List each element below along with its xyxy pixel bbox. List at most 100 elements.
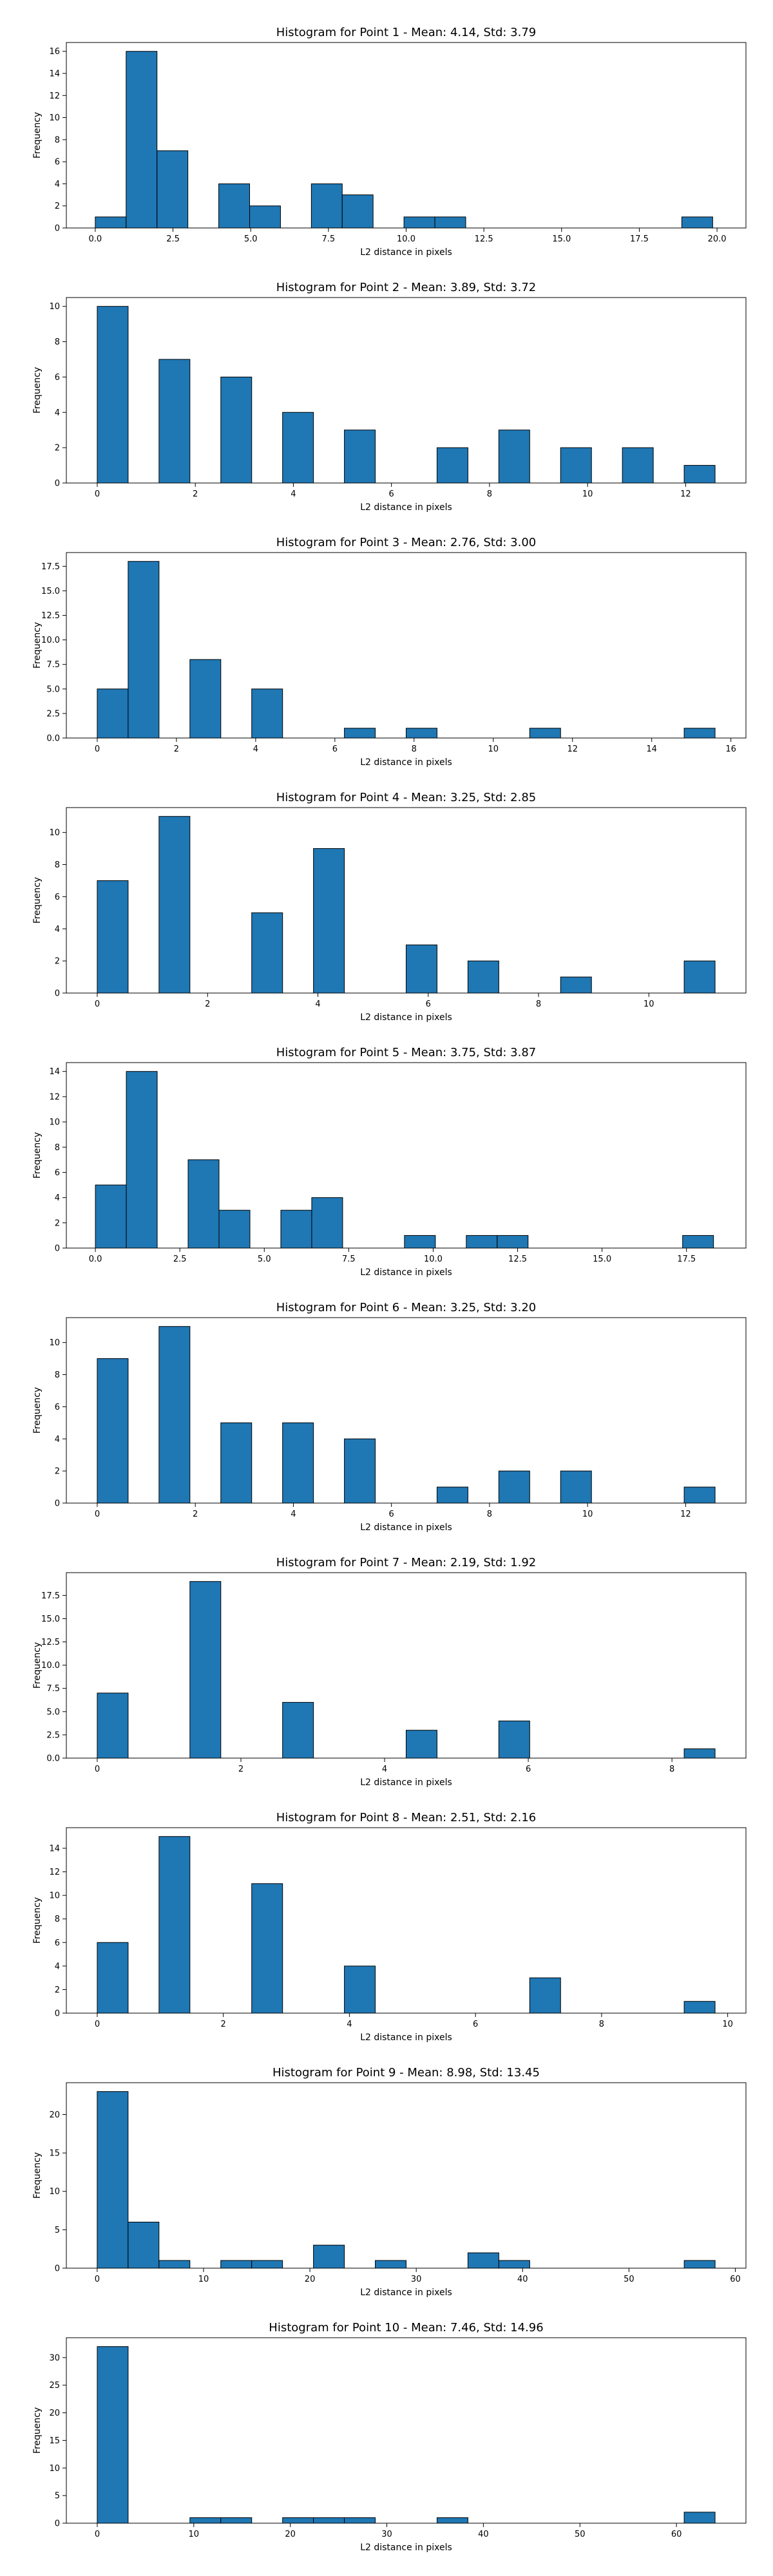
histogram-bar <box>682 1235 714 1249</box>
histogram-bar <box>406 1730 437 1759</box>
histogram-bar <box>622 447 654 484</box>
y-axis-label: Frequency <box>32 622 43 668</box>
x-tick-label: 40 <box>478 2530 489 2539</box>
x-tick-label: 4 <box>382 1765 387 1774</box>
x-tick-label: 0 <box>95 744 100 754</box>
histogram-panel: Histogram for Point 6 - Mean: 3.25, Std:… <box>32 1301 747 1533</box>
histogram-bar <box>251 1883 283 2014</box>
axes-frame <box>66 807 747 994</box>
histogram-bar <box>97 1358 129 1504</box>
x-tick-label: 6 <box>426 999 431 1009</box>
y-tick-label: 12 <box>49 91 60 101</box>
x-tick-label: 6 <box>389 489 394 499</box>
histogram-bar <box>529 1977 561 2014</box>
histogram-bar <box>683 1486 716 1504</box>
histogram-bar <box>97 1942 129 2014</box>
axes-frame <box>66 552 747 739</box>
x-tick-label: 20 <box>285 2530 296 2539</box>
x-tick-label: 2.5 <box>166 234 180 244</box>
x-tick-label: 12.5 <box>475 234 493 244</box>
y-tick-label: 0.0 <box>46 1754 60 1764</box>
histogram-bar <box>436 2517 468 2524</box>
histogram-panel: Histogram for Point 7 - Mean: 2.19, Std:… <box>32 1556 747 1788</box>
chart-title: Histogram for Point 9 - Mean: 8.98, Std:… <box>272 2066 540 2079</box>
y-tick-label: 30 <box>49 2353 60 2363</box>
x-tick-label: 7.5 <box>342 1255 356 1264</box>
y-axis-label: Frequency <box>32 877 43 923</box>
y-tick-label: 17.5 <box>41 1591 60 1601</box>
histogram-bar <box>436 447 468 484</box>
x-axis-label: L2 distance in pixels <box>360 2032 452 2043</box>
histogram-panel: Histogram for Point 10 - Mean: 7.46, Std… <box>32 2321 747 2553</box>
histogram-bar <box>560 447 592 484</box>
x-tick-label: 4 <box>315 999 320 1009</box>
x-tick-label: 4 <box>291 1510 296 1519</box>
x-tick-label: 6 <box>526 1765 531 1774</box>
histogram-bar <box>683 2001 716 2014</box>
x-tick-label: 2 <box>174 744 179 754</box>
y-tick-label: 0 <box>55 1244 60 1254</box>
x-tick-label: 10 <box>189 2530 200 2539</box>
histogram-bar <box>313 2517 345 2524</box>
histogram-bar <box>97 306 129 484</box>
histogram-bar <box>403 216 435 229</box>
x-tick-label: 0 <box>95 489 100 499</box>
histogram-bar <box>189 1581 222 1759</box>
x-tick-label: 40 <box>517 2275 528 2284</box>
axes-frame <box>66 1062 747 1249</box>
y-tick-label: 8 <box>55 337 60 347</box>
histogram-bar <box>344 2517 376 2524</box>
histogram-bar <box>344 1965 376 2014</box>
histogram-bar <box>220 2260 253 2269</box>
x-tick-label: 8 <box>487 1510 492 1519</box>
x-tick-label: 4 <box>291 489 296 499</box>
y-tick-label: 15 <box>49 2436 60 2446</box>
x-tick-label: 60 <box>730 2275 741 2284</box>
y-tick-label: 15.0 <box>41 1615 60 1624</box>
y-tick-label: 15 <box>49 2149 60 2159</box>
y-tick-label: 6 <box>55 158 60 167</box>
histogram-bar <box>529 728 561 739</box>
histogram-bar <box>683 465 716 484</box>
axes-frame <box>66 2082 747 2269</box>
x-tick-label: 2 <box>221 2020 226 2029</box>
y-tick-label: 10.0 <box>41 636 60 645</box>
x-tick-label: 10.0 <box>424 1255 443 1264</box>
x-tick-label: 50 <box>624 2275 635 2284</box>
y-tick-label: 7.5 <box>46 660 60 670</box>
histogram-bar <box>683 960 716 994</box>
x-axis-label: L2 distance in pixels <box>360 1267 452 1278</box>
y-tick-label: 0 <box>55 224 60 234</box>
y-tick-label: 10 <box>49 113 60 123</box>
histogram-bar <box>282 412 314 484</box>
x-tick-label: 17.5 <box>677 1255 696 1264</box>
x-tick-label: 5.0 <box>258 1255 271 1264</box>
y-tick-label: 16 <box>49 47 60 57</box>
axes-frame <box>66 1317 747 1504</box>
y-tick-label: 5.0 <box>46 685 60 694</box>
histogram-bar <box>683 728 716 739</box>
x-tick-label: 0 <box>95 1510 100 1519</box>
x-tick-label: 10 <box>582 1510 593 1519</box>
histogram-bar <box>560 1470 592 1504</box>
chart-title: Histogram for Point 1 - Mean: 4.14, Std:… <box>276 26 537 39</box>
x-tick-label: 0 <box>95 2275 100 2284</box>
y-tick-label: 4 <box>55 180 60 189</box>
chart-title: Histogram for Point 2 - Mean: 3.89, Std:… <box>276 281 537 294</box>
y-tick-label: 0 <box>55 989 60 999</box>
x-tick-label: 0.0 <box>89 1255 102 1264</box>
y-tick-label: 4 <box>55 1193 60 1203</box>
y-tick-label: 10 <box>49 302 60 312</box>
x-tick-label: 2 <box>193 489 198 499</box>
histogram-bar <box>498 1470 530 1504</box>
histogram-bar <box>251 688 283 739</box>
histogram-panel: Histogram for Point 2 - Mean: 3.89, Std:… <box>32 281 747 513</box>
histogram-bar <box>436 1486 468 1504</box>
x-tick-label: 50 <box>575 2530 586 2539</box>
histogram-bar <box>280 1209 312 1249</box>
y-tick-label: 20 <box>49 2409 60 2418</box>
x-tick-label: 60 <box>671 2530 682 2539</box>
y-tick-label: 10 <box>49 2464 60 2474</box>
x-tick-label: 12 <box>680 1510 691 1519</box>
x-tick-label: 8 <box>412 744 417 754</box>
